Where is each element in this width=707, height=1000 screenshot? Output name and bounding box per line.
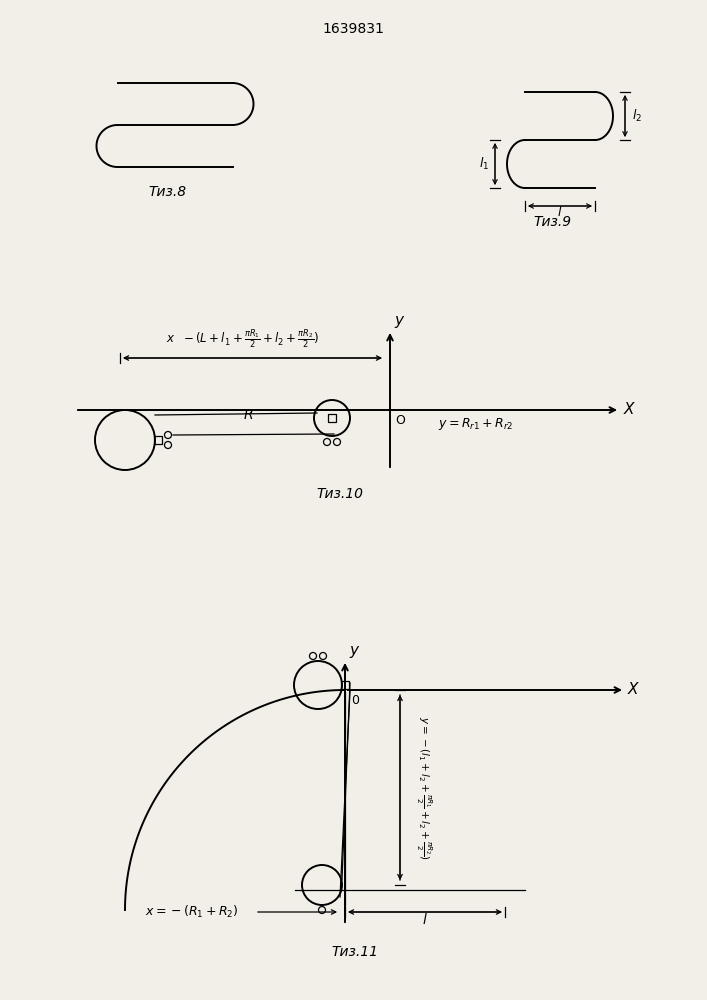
Text: Τиз.10: Τиз.10 bbox=[317, 487, 363, 501]
Bar bbox=[154, 436, 162, 444]
Text: y: y bbox=[349, 643, 358, 658]
Text: $y=R_{r1}+R_{r2}$: $y=R_{r1}+R_{r2}$ bbox=[438, 416, 513, 432]
Text: $l_1$: $l_1$ bbox=[479, 156, 489, 172]
Text: $l$: $l$ bbox=[557, 205, 563, 219]
Text: $l$: $l$ bbox=[422, 912, 428, 927]
Text: $y=-(l_1+l_2+\frac{\pi R_1}{2}+l_2+\frac{\pi R_2}{2})$: $y=-(l_1+l_2+\frac{\pi R_1}{2}+l_2+\frac… bbox=[414, 716, 433, 859]
Text: $l_2$: $l_2$ bbox=[632, 108, 642, 124]
Text: X: X bbox=[628, 682, 638, 698]
Text: Τиз.9: Τиз.9 bbox=[533, 215, 571, 229]
Text: 0: 0 bbox=[351, 694, 359, 707]
Text: $x=-(R_1+R_2)$: $x=-(R_1+R_2)$ bbox=[145, 904, 239, 920]
Text: Τиз.11: Τиз.11 bbox=[332, 945, 378, 959]
Text: y: y bbox=[394, 313, 403, 328]
Text: O: O bbox=[395, 414, 405, 427]
Text: X: X bbox=[624, 402, 634, 418]
Text: 1639831: 1639831 bbox=[322, 22, 384, 36]
Text: Τиз.8: Τиз.8 bbox=[148, 185, 186, 199]
Text: $x\ \ -(L+l_1+\frac{\pi R_1}{2}+l_2+\frac{\pi R_2}{2})$: $x\ \ -(L+l_1+\frac{\pi R_1}{2}+l_2+\fra… bbox=[165, 328, 320, 351]
Bar bbox=[328, 414, 336, 422]
Text: R: R bbox=[243, 408, 253, 422]
Bar bbox=[341, 681, 349, 689]
